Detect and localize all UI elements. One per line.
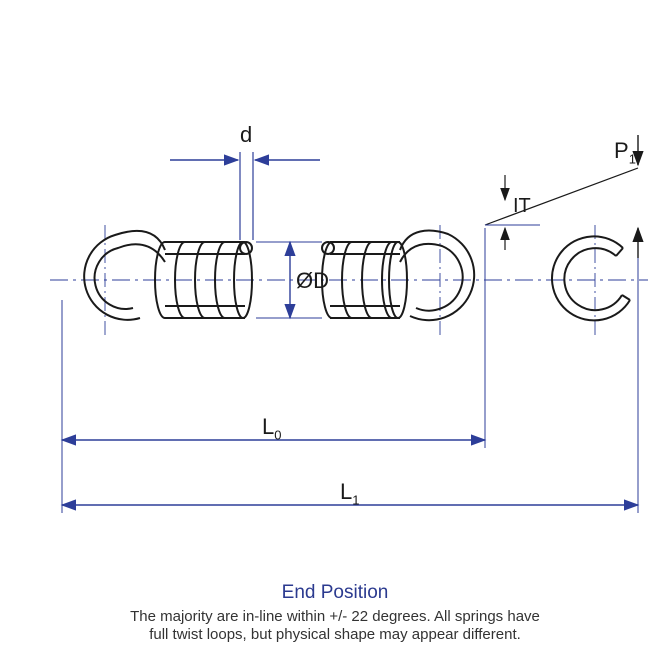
label-L0: L0: [262, 414, 281, 442]
caption-title: End Position: [0, 582, 670, 604]
end-view-hook: [552, 236, 630, 320]
label-diameter: ØD: [296, 268, 329, 294]
caption-line2: full twist loops, but physical shape may…: [0, 626, 670, 643]
label-P1: P1: [614, 138, 636, 166]
label-IT: IT: [513, 195, 531, 218]
label-L1: L1: [340, 479, 359, 507]
label-L1-main: L: [340, 479, 352, 504]
hook-left: [84, 231, 165, 320]
label-P1-sub: 1: [629, 151, 636, 166]
diagram-container: d ØD L0 L1 IT P1 End Position The majori…: [0, 0, 670, 670]
label-d: d: [240, 122, 252, 148]
label-L0-sub: 0: [274, 427, 281, 442]
hook-right: [400, 231, 474, 321]
caption-line1: The majority are in-line within +/- 22 d…: [0, 608, 670, 625]
dim-d: [170, 152, 320, 240]
spring-diagram-svg: [0, 0, 670, 670]
label-P1-main: P: [614, 138, 629, 163]
label-L0-main: L: [262, 414, 274, 439]
label-L1-sub: 1: [352, 492, 359, 507]
